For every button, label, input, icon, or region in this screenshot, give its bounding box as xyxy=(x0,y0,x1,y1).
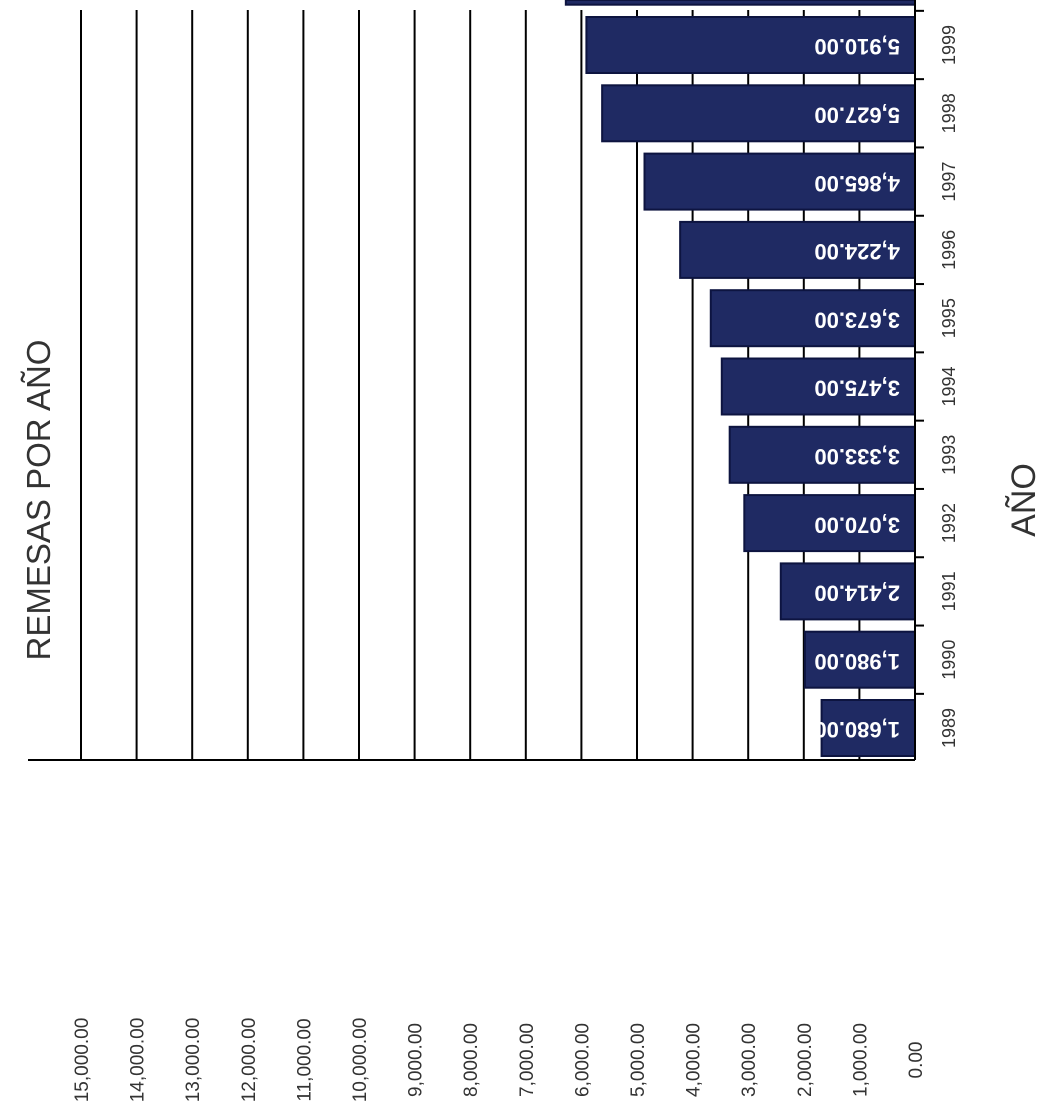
bar-value-label: 3,673.00 xyxy=(814,307,900,332)
value-tick-label: 10,000.00 xyxy=(350,1018,371,1101)
value-tick-label: 2,000.00 xyxy=(795,1023,816,1097)
value-tick-label: 0.00 xyxy=(906,1042,927,1079)
value-tick-label: 9,000.00 xyxy=(406,1023,427,1097)
bar-value-label: 1,680.00 xyxy=(814,717,900,742)
grid-lines xyxy=(80,10,861,760)
value-tick-label: 12,000.00 xyxy=(239,1018,260,1101)
category-tick-label: 1994 xyxy=(939,366,959,406)
bar-1991 xyxy=(779,562,917,621)
value-tick-label: 14,000.00 xyxy=(128,1018,149,1101)
category-tick-label: 1998 xyxy=(939,93,959,133)
category-tick-label: 1999 xyxy=(939,25,959,65)
bar-1989 xyxy=(820,699,916,757)
bar-value-label: 5,910.00 xyxy=(814,34,900,59)
category-tick-label: 1993 xyxy=(939,435,959,475)
bar-1999 xyxy=(585,16,916,74)
value-tick-label: 13,000.00 xyxy=(183,1018,204,1101)
bar-value-label: 2,414.00 xyxy=(814,581,900,606)
bar-1994 xyxy=(720,357,916,416)
value-tick-label: 6,000.00 xyxy=(572,1023,593,1097)
bar-value-label: 3,475.00 xyxy=(814,376,900,401)
category-tick-label: 1991 xyxy=(939,571,959,611)
value-tick-label: 8,000.00 xyxy=(461,1023,482,1097)
axes xyxy=(28,0,924,761)
value-tick-label: 5,000.00 xyxy=(628,1023,649,1097)
value-tick-label: 3,000.00 xyxy=(739,1023,760,1097)
value-tick-label: 7,000.00 xyxy=(517,1023,538,1097)
category-tick-labels: 1989 1990 1991 1992 1993 1994 1995 1996 1997 1998… xyxy=(939,25,959,748)
bar-value-label: 3,333.00 xyxy=(814,444,900,469)
bar-1993 xyxy=(728,425,916,484)
bar-value-label: 1,980.00 xyxy=(814,649,900,674)
bar-2000 xyxy=(564,0,916,6)
bar-1995 xyxy=(709,289,916,348)
bar-labels: 1,680.00 1,980.00 2,414.00 3,070.00 3,333.00… xyxy=(814,34,900,742)
value-tick-label: 4,000.00 xyxy=(684,1023,705,1097)
bar-1992 xyxy=(743,494,916,553)
bar-1996 xyxy=(679,220,917,279)
x-axis-title: AÑO xyxy=(1005,463,1043,537)
bar-value-label: 3,070.00 xyxy=(814,512,900,537)
category-tick-label: 1989 xyxy=(939,708,959,748)
bar-value-label: 4,865.00 xyxy=(814,171,900,196)
category-tick-label: 1990 xyxy=(939,640,959,680)
value-tick-label: 1,000.00 xyxy=(850,1023,871,1097)
category-tick-label: 1992 xyxy=(939,503,959,543)
value-tick-label: 15,000.00 xyxy=(72,1018,93,1101)
bar-value-label: 4,224.00 xyxy=(814,239,900,264)
category-tick-label: 1995 xyxy=(939,298,959,338)
value-tick-labels: 0.00 1,000.00 2,000.00 3,000.00 4,000.00 5,00… xyxy=(72,1018,927,1101)
chart-title: REMESAS POR AÑO xyxy=(20,340,57,661)
category-tick-label: 1996 xyxy=(939,230,959,270)
category-tick-label: 1997 xyxy=(939,162,959,202)
bar-value-label: 5,627.00 xyxy=(814,102,900,127)
value-tick-label: 11,000.00 xyxy=(294,1018,315,1101)
bar-1997 xyxy=(643,152,916,211)
